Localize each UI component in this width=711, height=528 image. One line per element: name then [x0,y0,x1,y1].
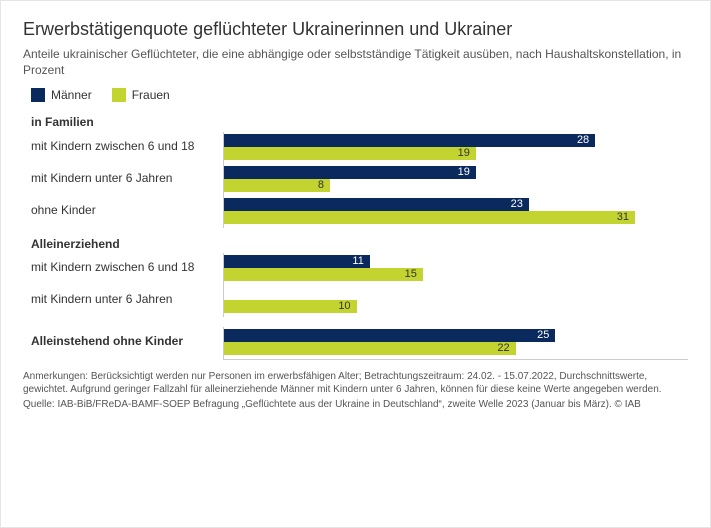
row-bars: 11 15 [223,253,688,283]
bar: 19 [224,147,476,160]
bar-wrap [224,287,688,300]
bar: 11 [224,255,370,268]
legend-label-men: Männer [51,88,92,102]
row-bars: 19 8 [223,164,688,194]
bar-wrap: 11 [224,255,688,268]
row-bars: 28 19 [223,132,688,162]
chart-row: mit Kindern zwischen 6 und 18 11 15 [23,253,688,283]
bar-value: 19 [452,166,476,178]
row-label: mit Kindern unter 6 Jahren [23,293,223,306]
bar-value: 15 [399,268,423,280]
bar-wrap: 19 [224,166,688,179]
chart-row: mit Kindern zwischen 6 und 18 28 19 [23,132,688,162]
bar: 19 [224,166,476,179]
legend-swatch-men [31,88,45,102]
bar: 22 [224,342,516,355]
bar-wrap: 22 [224,342,688,355]
chart-row: ohne Kinder 23 31 [23,196,688,226]
bar-wrap: 28 [224,134,688,147]
chart-area: in Familien mit Kindern zwischen 6 und 18… [23,112,688,359]
bar-value: 28 [571,134,595,146]
bar: 8 [224,179,330,192]
bar-wrap: 25 [224,329,688,342]
bar: 15 [224,268,423,281]
chart-title: Erwerbstätigenquote geflüchteter Ukraine… [23,19,688,40]
bar: 25 [224,329,555,342]
row-label: ohne Kinder [23,204,223,217]
bar-wrap: 23 [224,198,688,211]
group-heading-row: in Familien [23,112,688,131]
legend-label-women: Frauen [132,88,170,102]
row-label: mit Kindern unter 6 Jahren [23,172,223,185]
bar: 23 [224,198,529,211]
bar-value: 25 [531,329,555,341]
bar-value: 22 [491,342,515,354]
group-heading-row: Alleinerziehend [23,234,688,253]
notes-line1: Anmerkungen: Berücksichtigt werden nur P… [23,370,688,396]
bar: 31 [224,211,635,224]
legend: Männer Frauen [23,88,688,102]
bar-value: 11 [346,255,369,267]
chart-notes: Anmerkungen: Berücksichtigt werden nur P… [23,370,688,411]
row-label: mit Kindern zwischen 6 und 18 [23,261,223,274]
row-bars: 10 [223,285,688,315]
bar-wrap: 10 [224,300,688,313]
bar-wrap: 19 [224,147,688,160]
row-bars: 23 31 [223,196,688,226]
bar: 10 [224,300,357,313]
bar-wrap: 31 [224,211,688,224]
legend-item-women: Frauen [112,88,170,102]
row-label: mit Kindern zwischen 6 und 18 [23,140,223,153]
legend-item-men: Männer [31,88,92,102]
group-heading: Alleinerziehend [23,238,223,251]
chart-row: mit Kindern unter 6 Jahren 19 8 [23,164,688,194]
row-label: Alleinstehend ohne Kinder [23,335,223,348]
notes-line2: Quelle: IAB-BiB/FReDA-BAMF-SOEP Befragun… [23,398,688,411]
chart-row: Alleinstehend ohne Kinder 25 22 [23,327,688,357]
bar-wrap: 8 [224,179,688,192]
bar-value: 10 [332,300,356,312]
chart-subtitle: Anteile ukrainischer Geflüchteter, die e… [23,46,688,78]
row-bars: 25 22 [223,327,688,357]
bar-value: 23 [505,198,529,210]
bar-value: 19 [452,147,476,159]
bar: 28 [224,134,595,147]
group-heading: in Familien [23,116,223,129]
bar-wrap: 15 [224,268,688,281]
legend-swatch-women [112,88,126,102]
chart-row: mit Kindern unter 6 Jahren 10 [23,285,688,315]
bar-value: 31 [611,211,635,223]
bar-value: 8 [312,179,330,191]
